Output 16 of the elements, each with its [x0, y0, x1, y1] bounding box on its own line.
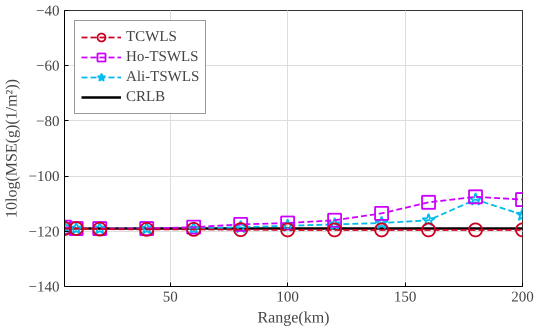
x-tick-label: 200: [511, 290, 534, 306]
x-axis-title: Range(km): [258, 310, 330, 326]
y-tick-label: −100: [28, 169, 60, 186]
legend-label: Ali-TSWLS: [126, 68, 200, 86]
y-tick-label: −60: [36, 58, 60, 75]
legend-label: CRLB: [126, 88, 166, 106]
y-tick-label: −120: [28, 224, 60, 240]
y-tick-label: −80: [36, 114, 60, 130]
x-tick-label: 100: [276, 290, 299, 306]
legend-label: TCWLS: [126, 28, 177, 46]
x-tick-label: 150: [394, 290, 416, 306]
y-tick-label: −140: [28, 280, 60, 296]
x-tick-label: 50: [162, 290, 178, 306]
y-axis-title: 10log(MSE(g)(1/m²)): [4, 79, 21, 218]
legend-label: Ho-TSWLS: [126, 48, 198, 66]
y-tick-label: −40: [36, 4, 60, 20]
